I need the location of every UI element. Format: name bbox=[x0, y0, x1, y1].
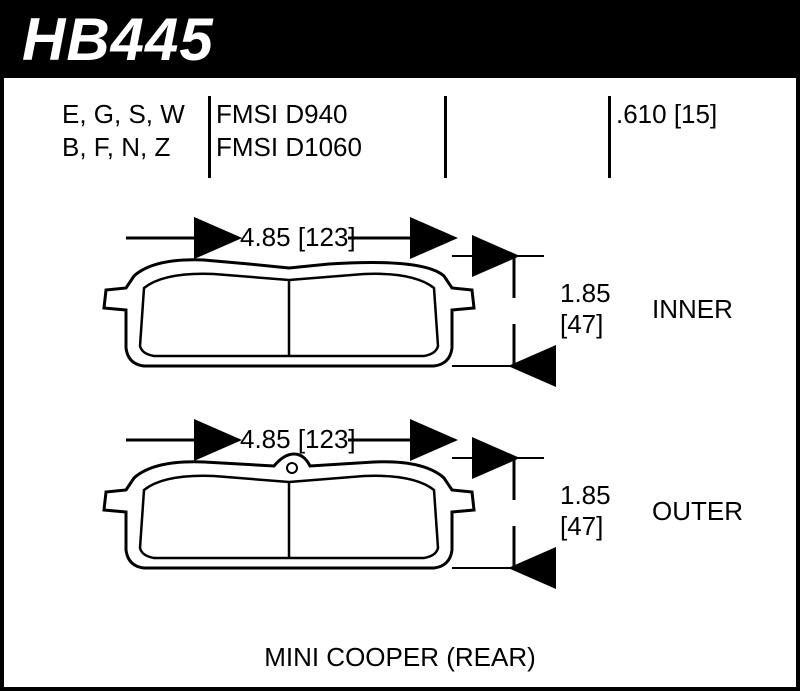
spec-codes-line2: B, F, N, Z bbox=[62, 131, 208, 164]
spec-codes-line1: E, G, S, W bbox=[62, 98, 208, 131]
dim-height-inner-2: [47] bbox=[560, 309, 603, 339]
diagram-area: 4.85 [123] 4.85 [123] 1.85 [47] INNER 1.… bbox=[4, 198, 796, 687]
outer-pad bbox=[104, 454, 474, 568]
spec-col-fmsi: FMSI D940 FMSI D1060 bbox=[208, 96, 446, 188]
label-inner: INNER bbox=[652, 294, 733, 325]
dim-height-outer-2: [47] bbox=[560, 511, 603, 541]
brake-pad-diagram bbox=[4, 198, 796, 678]
spec-col-codes: E, G, S, W B, F, N, Z bbox=[4, 96, 208, 188]
label-outer: OUTER bbox=[652, 496, 743, 527]
dim-height-inner-1: 1.85 bbox=[560, 278, 611, 308]
content-frame: E, G, S, W B, F, N, Z FMSI D940 FMSI D10… bbox=[0, 78, 800, 691]
dim-height-outer-1: 1.85 bbox=[560, 480, 611, 510]
label-vehicle: MINI COOPER (REAR) bbox=[4, 642, 796, 673]
dim-width-bottom: 4.85 [123] bbox=[240, 424, 356, 455]
inner-pad bbox=[104, 260, 474, 366]
spec-thickness: .610 [15] bbox=[616, 98, 796, 131]
part-number-title: HB445 bbox=[22, 5, 214, 74]
spec-col-thickness: .610 [15] bbox=[446, 96, 796, 188]
dim-width-top: 4.85 [123] bbox=[240, 222, 356, 253]
header: HB445 bbox=[0, 0, 800, 78]
spec-fmsi-line1: FMSI D940 bbox=[216, 98, 446, 131]
spec-fmsi-line2: FMSI D1060 bbox=[216, 131, 446, 164]
spec-row: E, G, S, W B, F, N, Z FMSI D940 FMSI D10… bbox=[4, 96, 796, 188]
